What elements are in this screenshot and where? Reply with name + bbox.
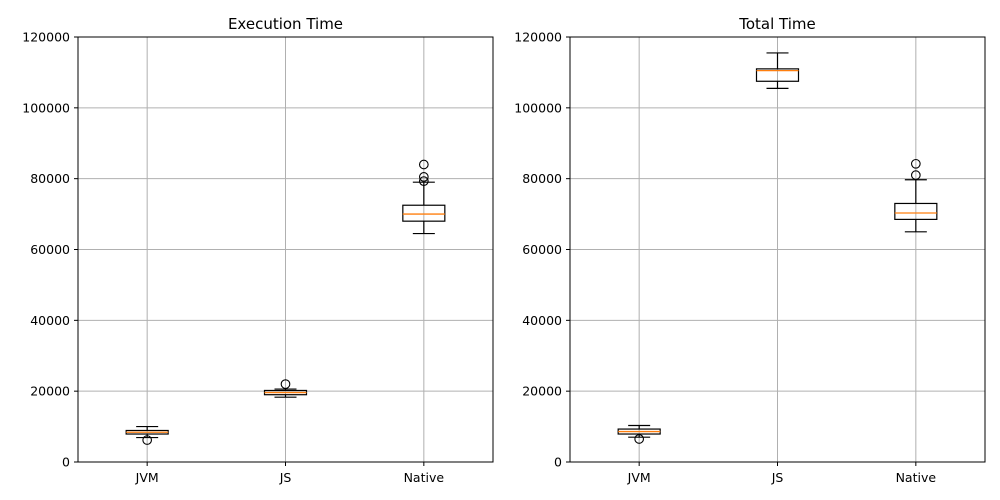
outlier-point — [142, 435, 153, 445]
axes-frame — [569, 36, 986, 463]
outlier-point — [418, 176, 429, 186]
y-tick-label: 20000 — [30, 384, 70, 399]
outlier-point — [910, 170, 921, 180]
x-tick-label: JVM — [135, 470, 159, 485]
x-tick-label: Native — [896, 470, 937, 485]
outlier-point — [910, 158, 921, 169]
x-tick-label: JVM — [627, 470, 651, 485]
x-tick-label: JS — [771, 470, 784, 485]
x-tick-label: JS — [279, 470, 292, 485]
outlier-point — [418, 159, 429, 170]
box-native — [894, 158, 938, 233]
box-jvm — [617, 424, 661, 444]
box-iqr — [894, 202, 938, 220]
y-tick-label: 100000 — [22, 100, 70, 115]
chart-title: Execution Time — [228, 15, 343, 33]
box-iqr — [755, 68, 800, 82]
y-tick-label: 60000 — [30, 242, 70, 257]
outlier-point — [418, 172, 429, 182]
y-tick-label: 0 — [554, 455, 562, 470]
outlier-point — [634, 434, 645, 444]
y-tick-label: 80000 — [30, 171, 70, 186]
y-tick-label: 0 — [62, 455, 70, 470]
y-tick-label: 80000 — [522, 171, 562, 186]
y-tick-label: 120000 — [22, 30, 70, 45]
chart-panel-1: 0 20000 40000 60000 80000 100000 120000 JVM JS Na… — [22, 15, 494, 485]
box-js — [263, 379, 308, 398]
y-tick-label: 40000 — [30, 313, 70, 328]
box-iqr — [402, 204, 446, 222]
x-tick-label: Native — [404, 470, 445, 485]
y-tick-label: 20000 — [522, 384, 562, 399]
y-tick-label: 40000 — [522, 313, 562, 328]
chart-panel-2: 0 20000 40000 60000 80000 100000 120000 JVM JS Na… — [514, 15, 986, 485]
outlier-point — [280, 379, 291, 389]
box-native — [402, 159, 446, 235]
y-tick-label: 120000 — [514, 30, 562, 45]
y-tick-label: 60000 — [522, 242, 562, 257]
box-js — [755, 52, 800, 89]
y-tick-label: 100000 — [514, 100, 562, 115]
chart-title: Total Time — [738, 15, 816, 33]
axes-frame — [77, 36, 494, 463]
box-jvm — [125, 425, 169, 445]
